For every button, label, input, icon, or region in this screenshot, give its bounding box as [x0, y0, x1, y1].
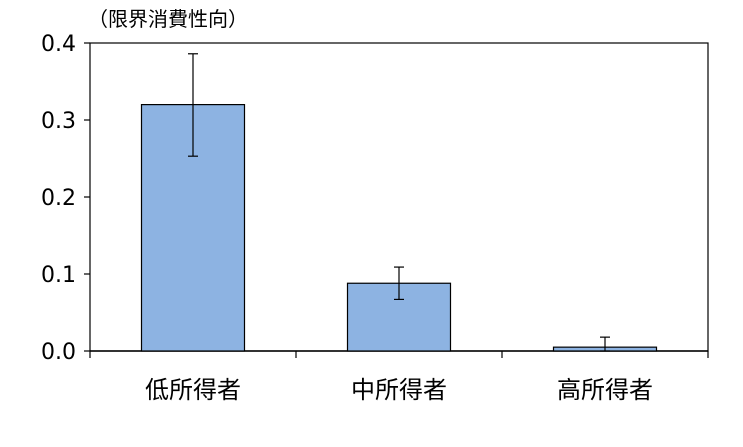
bars: [140, 103, 658, 352]
x-tick-label: 低所得者: [145, 376, 241, 404]
error-bars: [188, 53, 610, 352]
x-tick-label: 中所得者: [351, 376, 447, 404]
y-tick-label: 0.2: [41, 186, 76, 211]
y-axis: 0.0 0.1 0.2 0.3 0.4: [41, 32, 90, 365]
y-tick-label: 0.0: [41, 340, 76, 365]
y-tick-label: 0.3: [41, 109, 76, 134]
y-tick-label: 0.1: [41, 263, 76, 288]
x-tick-labels: 低所得者 中所得者 高所得者: [145, 376, 653, 404]
y-tick-label: 0.4: [41, 32, 76, 57]
x-tick-label: 高所得者: [557, 376, 653, 404]
x-axis: [89, 350, 709, 358]
y-axis-label: （限界消費性向）: [88, 7, 248, 31]
